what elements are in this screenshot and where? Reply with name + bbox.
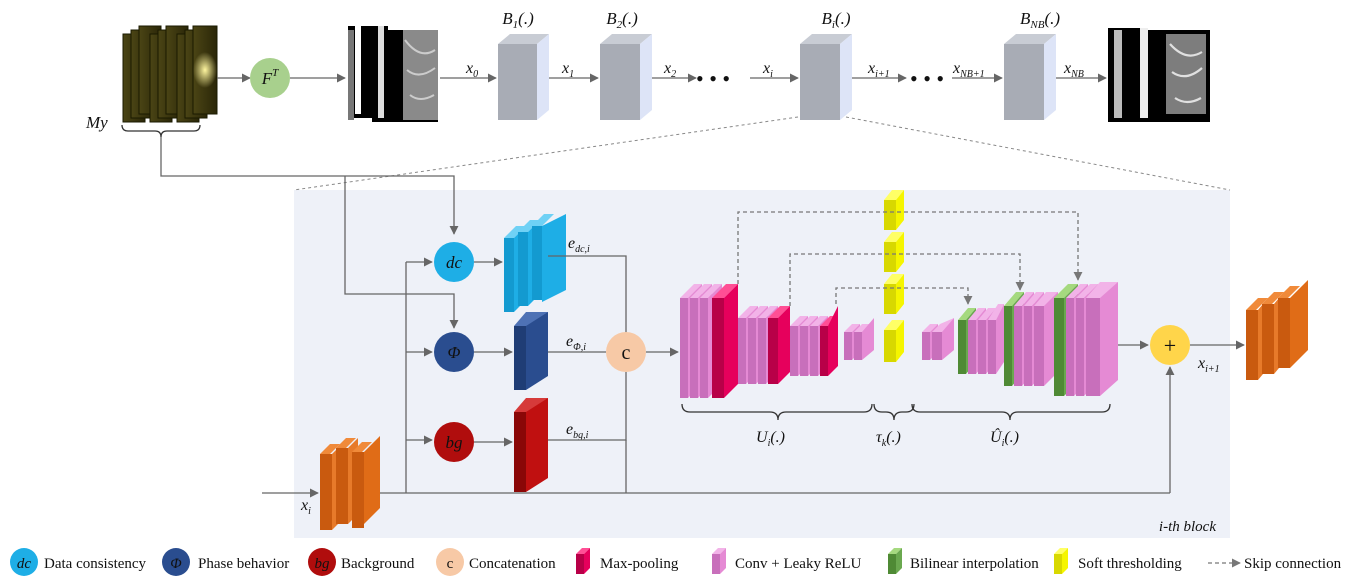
zoom-line-right bbox=[845, 116, 1231, 191]
dc-node bbox=[434, 242, 474, 282]
edge-x1: x1 bbox=[561, 60, 574, 80]
soft-threshold-1 bbox=[884, 190, 904, 230]
block-bi bbox=[800, 34, 852, 120]
u-label: Ui(.) bbox=[756, 429, 785, 449]
legend-bilinear-icon bbox=[888, 548, 902, 574]
plus-label: + bbox=[1164, 333, 1176, 358]
legend-bg-label: Background bbox=[341, 556, 415, 572]
tau-label: τk(.) bbox=[876, 429, 901, 449]
e-dc-label: edc,i bbox=[568, 235, 590, 255]
block-b1 bbox=[498, 34, 549, 120]
legend-bg-icon bbox=[308, 548, 336, 576]
unet-enc-level2 bbox=[738, 306, 790, 384]
legend-concat-label: Concatenation bbox=[469, 556, 556, 572]
ft-label: FT bbox=[261, 67, 279, 88]
dots-2: • • • bbox=[910, 66, 944, 91]
my-to-phi-arrow bbox=[344, 176, 459, 329]
skip-connection-3 bbox=[835, 287, 973, 305]
legend-phi-label: Phase behavior bbox=[198, 556, 289, 572]
legend-dc-icon bbox=[10, 548, 38, 576]
unet-dec-level2 bbox=[1004, 292, 1058, 386]
e-phi-label: eΦ,i bbox=[566, 333, 586, 353]
block-b2 bbox=[600, 34, 652, 120]
legend-soft-icon bbox=[1054, 548, 1068, 574]
block-caption: i-th block bbox=[1159, 519, 1216, 535]
edc-to-concat bbox=[548, 255, 627, 334]
bg-feature bbox=[514, 398, 548, 492]
legend-phi-sym: Φ bbox=[170, 556, 182, 572]
bg-node bbox=[434, 422, 474, 462]
edge-xnb: xNB bbox=[1063, 60, 1084, 80]
soft-threshold-2 bbox=[884, 232, 904, 272]
image-stack-x0 bbox=[348, 22, 438, 122]
soft-threshold-4 bbox=[884, 320, 904, 362]
legend-concat-sym: c bbox=[447, 556, 454, 572]
block-bnb bbox=[1004, 34, 1056, 120]
bg-label: bg bbox=[446, 433, 463, 452]
block-input-stack bbox=[320, 436, 380, 530]
my-input-stack bbox=[122, 25, 218, 123]
unet-enc-level1 bbox=[680, 284, 738, 398]
input-brace bbox=[121, 124, 201, 138]
legend-dc-label: Data consistency bbox=[44, 556, 147, 572]
image-stack-output bbox=[1108, 28, 1210, 122]
unet-enc-level3 bbox=[790, 306, 838, 376]
legend: dc Data consistency Φ Phase behavior bg … bbox=[10, 548, 1342, 576]
edge-x2: x2 bbox=[663, 60, 676, 80]
legend-skip-label: Skip connection bbox=[1244, 556, 1342, 572]
block-output-label: xi+1 bbox=[1197, 355, 1220, 375]
legend-bg-sym: bg bbox=[315, 556, 331, 572]
plus-node bbox=[1150, 325, 1190, 365]
concat-label: c bbox=[622, 342, 631, 364]
tau-brace bbox=[873, 403, 915, 421]
unet-bottleneck-enc bbox=[844, 318, 874, 360]
phi-label: Φ bbox=[448, 343, 461, 362]
uhat-brace bbox=[911, 403, 1111, 421]
concat-node bbox=[606, 332, 646, 372]
u-brace bbox=[681, 403, 873, 421]
legend-conv-label: Conv + Leaky ReLU bbox=[735, 556, 862, 572]
bi-label: Bi(.) bbox=[821, 9, 850, 31]
e-bg-label: ebg,i bbox=[566, 421, 589, 441]
dots-1: • • • bbox=[696, 66, 730, 91]
legend-dc-sym: dc bbox=[17, 556, 32, 572]
dc-label: dc bbox=[446, 253, 463, 272]
phi-node bbox=[434, 332, 474, 372]
legend-maxpool-label: Max-pooling bbox=[600, 556, 679, 572]
edge-xi1: xi+1 bbox=[867, 60, 890, 80]
legend-conv-icon bbox=[712, 548, 726, 574]
edge-xnb1: xNB+1 bbox=[952, 60, 985, 80]
block-input-label: xi bbox=[300, 497, 311, 517]
zoom-line-left bbox=[293, 116, 799, 191]
block-output-stack bbox=[1246, 280, 1308, 380]
input-label: My bbox=[85, 113, 108, 132]
bnb-label: BNB(.) bbox=[1020, 9, 1060, 31]
b1-label: B1(.) bbox=[502, 9, 534, 31]
legend-concat-icon bbox=[436, 548, 464, 576]
my-to-dc-arrow bbox=[160, 137, 459, 235]
uhat-label: Ûi(.) bbox=[990, 427, 1019, 449]
skip-connection-1 bbox=[737, 211, 1083, 284]
unet-dec-level3 bbox=[958, 304, 1004, 374]
edge-xi: xi bbox=[762, 60, 773, 80]
phi-feature bbox=[514, 312, 548, 390]
b2-label: B2(.) bbox=[606, 9, 638, 31]
ft-node bbox=[250, 58, 290, 98]
unet-bottleneck-dec bbox=[922, 318, 954, 360]
soft-threshold-3 bbox=[884, 274, 904, 314]
legend-phi-icon bbox=[162, 548, 190, 576]
legend-bilinear-label: Bilinear interpolation bbox=[910, 556, 1039, 572]
edge-x0: x0 bbox=[465, 60, 478, 80]
legend-soft-label: Soft thresholding bbox=[1078, 556, 1182, 572]
unet-dec-level1 bbox=[1054, 282, 1118, 396]
legend-maxpool-icon bbox=[576, 548, 590, 574]
dc-feature-stack bbox=[504, 214, 566, 312]
